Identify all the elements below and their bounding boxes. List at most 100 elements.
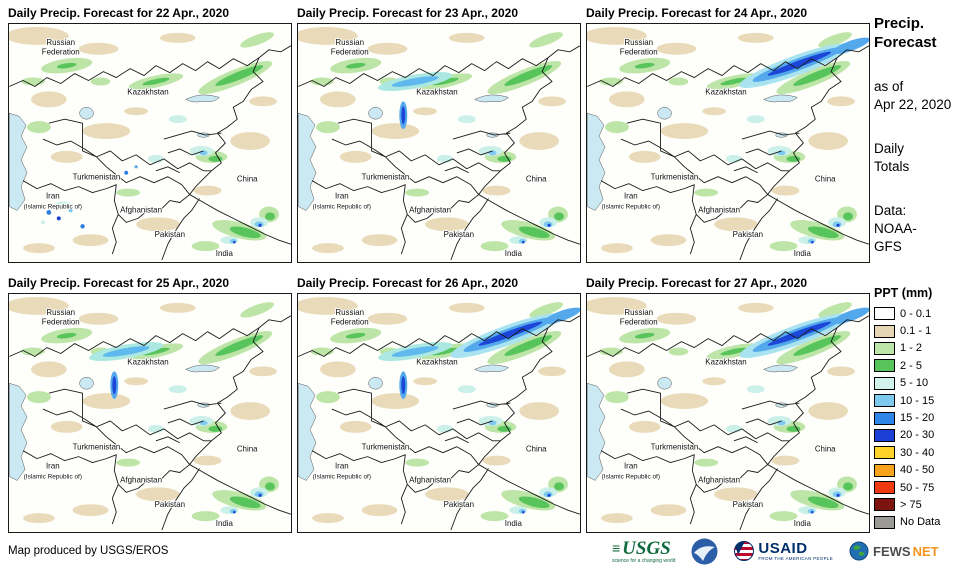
map-label-turkmenistan: Turkmenistan bbox=[73, 173, 121, 182]
usgs-tagline: science for a changing world bbox=[612, 557, 676, 564]
map-label-india: India bbox=[794, 249, 812, 258]
map-label-turkmenistan: Turkmenistan bbox=[651, 443, 699, 452]
usgs-bars-icon: ≡ bbox=[612, 540, 621, 556]
country-labels: Russian Federation Kazakhstan Turkmenist… bbox=[312, 307, 548, 529]
legend-label: 5 - 10 bbox=[900, 377, 929, 390]
legend-item: 15 - 20 bbox=[874, 409, 964, 426]
legend-swatch bbox=[874, 376, 895, 390]
map-label-pakistan: Pakistan bbox=[155, 500, 185, 509]
usgs-logo: ≡ USGS science for a changing world bbox=[612, 539, 675, 564]
country-borders bbox=[587, 315, 869, 531]
precip-layer-blue bbox=[777, 150, 842, 244]
precip-map-frame: Russian Federation Kazakhstan Turkmenist… bbox=[8, 293, 292, 533]
usgs-logo-text: USGS bbox=[622, 537, 671, 559]
country-labels: Russian Federation Kazakhstan Turkmenist… bbox=[601, 37, 837, 259]
map-label-afghanistan: Afghanistan bbox=[698, 475, 740, 484]
map-label-india: India bbox=[216, 249, 234, 258]
map-label-afghanistan: Afghanistan bbox=[120, 475, 162, 484]
legend-item: 0.1 - 1 bbox=[874, 322, 964, 339]
precip-streak-strong bbox=[739, 37, 869, 89]
precip-map-frame: Russian Federation Kazakhstan Turkmenist… bbox=[297, 293, 581, 533]
legend-item: 1 - 2 bbox=[874, 340, 964, 357]
map-label-turkmenistan: Turkmenistan bbox=[651, 173, 699, 182]
map-label-turkmenistan: Turkmenistan bbox=[362, 443, 410, 452]
country-borders bbox=[298, 315, 580, 531]
map-panel-title: Daily Precip. Forecast for 23 Apr., 2020 bbox=[297, 6, 518, 20]
sidebar-title: Precip. Forecast bbox=[874, 15, 937, 51]
map-label-kazakhstan: Kazakhstan bbox=[416, 357, 457, 366]
map-label-iran-2: (Islamic Republic of) bbox=[602, 473, 660, 480]
caspian-sea bbox=[587, 382, 606, 481]
legend-swatch bbox=[874, 394, 895, 408]
sidebar-daily-totals: Daily Totals bbox=[874, 141, 910, 174]
map-label-russia: Russian bbox=[624, 308, 653, 317]
precip-map-frame: Russian Federation Kazakhstan Turkmenist… bbox=[586, 293, 870, 533]
legend-item: 2 - 5 bbox=[874, 357, 964, 374]
map-label-iran: Iran bbox=[624, 462, 638, 471]
fewsnet-globe-icon bbox=[849, 541, 869, 561]
map-label-kazakhstan: Kazakhstan bbox=[416, 87, 457, 96]
map-label-china: China bbox=[237, 175, 258, 184]
legend-item: 20 - 30 bbox=[874, 427, 964, 444]
legend-swatch bbox=[874, 463, 895, 477]
noaa-logo bbox=[691, 538, 718, 565]
precip-layer-blue bbox=[777, 420, 842, 514]
legend-swatch bbox=[874, 307, 895, 321]
legend-label: 50 - 75 bbox=[900, 481, 935, 494]
map-label-russia-2: Federation bbox=[331, 48, 369, 57]
precip-map: Russian Federation Kazakhstan Turkmenist… bbox=[9, 26, 291, 261]
map-label-kazakhstan: Kazakhstan bbox=[127, 87, 168, 96]
footer-logos: ≡ USGS science for a changing world USAI… bbox=[612, 536, 939, 566]
water-bodies bbox=[9, 94, 220, 211]
map-label-iran: Iran bbox=[46, 192, 60, 201]
sidebar-data-source: Data: NOAA- GFS bbox=[874, 203, 917, 254]
map-label-pakistan: Pakistan bbox=[155, 230, 185, 239]
map-label-turkmenistan: Turkmenistan bbox=[362, 173, 410, 182]
precip-map-frame: Russian Federation Kazakhstan Turkmenist… bbox=[297, 23, 581, 263]
map-label-india: India bbox=[505, 519, 523, 528]
country-labels: Russian Federation Kazakhstan Turkmenist… bbox=[23, 307, 259, 529]
map-label-pakistan: Pakistan bbox=[733, 500, 763, 509]
map-label-iran-2: (Islamic Republic of) bbox=[24, 473, 82, 480]
water-bodies bbox=[298, 364, 509, 481]
ppt-legend: PPT (mm) 0 - 0.1 0.1 - 1 1 - 2 2 - 5 5 -… bbox=[874, 286, 964, 531]
map-label-pakistan: Pakistan bbox=[444, 500, 474, 509]
legend-swatch bbox=[874, 428, 895, 442]
legend-label: 30 - 40 bbox=[900, 446, 935, 459]
precip-layer-green bbox=[634, 62, 853, 239]
legend-item: > 75 bbox=[874, 496, 964, 513]
precip-layer-green bbox=[345, 332, 564, 509]
country-borders bbox=[298, 45, 580, 261]
lake-balkhash bbox=[185, 364, 220, 373]
map-label-iran: Iran bbox=[46, 462, 60, 471]
water-bodies bbox=[298, 94, 509, 211]
legend-swatch bbox=[874, 411, 895, 425]
caspian-sea bbox=[298, 112, 317, 211]
map-label-iran: Iran bbox=[624, 192, 638, 201]
map-label-india: India bbox=[794, 519, 812, 528]
aral-sea bbox=[657, 107, 672, 120]
map-label-afghanistan: Afghanistan bbox=[698, 205, 740, 214]
map-label-russia: Russian bbox=[335, 38, 364, 47]
legend-item: 0 - 0.1 bbox=[874, 305, 964, 322]
aral-sea bbox=[79, 107, 94, 120]
caspian-sea bbox=[298, 382, 317, 481]
country-labels: Russian Federation Kazakhstan Turkmenist… bbox=[312, 37, 548, 259]
legend-label: > 75 bbox=[900, 498, 922, 511]
map-label-kazakhstan: Kazakhstan bbox=[705, 357, 746, 366]
precip-streak-central bbox=[378, 342, 453, 400]
map-label-russia-2: Federation bbox=[620, 318, 658, 327]
map-panel-title: Daily Precip. Forecast for 27 Apr., 2020 bbox=[586, 276, 807, 290]
lake-balkhash bbox=[763, 364, 798, 373]
precip-layer-tan bbox=[298, 26, 566, 254]
map-panel-title: Daily Precip. Forecast for 25 Apr., 2020 bbox=[8, 276, 229, 290]
info-sidebar: Precip. Forecast as of Apr 22, 2020 Dail… bbox=[874, 14, 964, 282]
map-label-pakistan: Pakistan bbox=[444, 230, 474, 239]
legend-item: 30 - 40 bbox=[874, 444, 964, 461]
legend-item: 10 - 15 bbox=[874, 392, 964, 409]
legend-label: 20 - 30 bbox=[900, 429, 935, 442]
map-label-russia: Russian bbox=[624, 38, 653, 47]
legend-label: 15 - 20 bbox=[900, 412, 935, 425]
legend-label: 2 - 5 bbox=[900, 359, 923, 372]
precip-map: Russian Federation Kazakhstan Turkmenist… bbox=[587, 26, 869, 261]
